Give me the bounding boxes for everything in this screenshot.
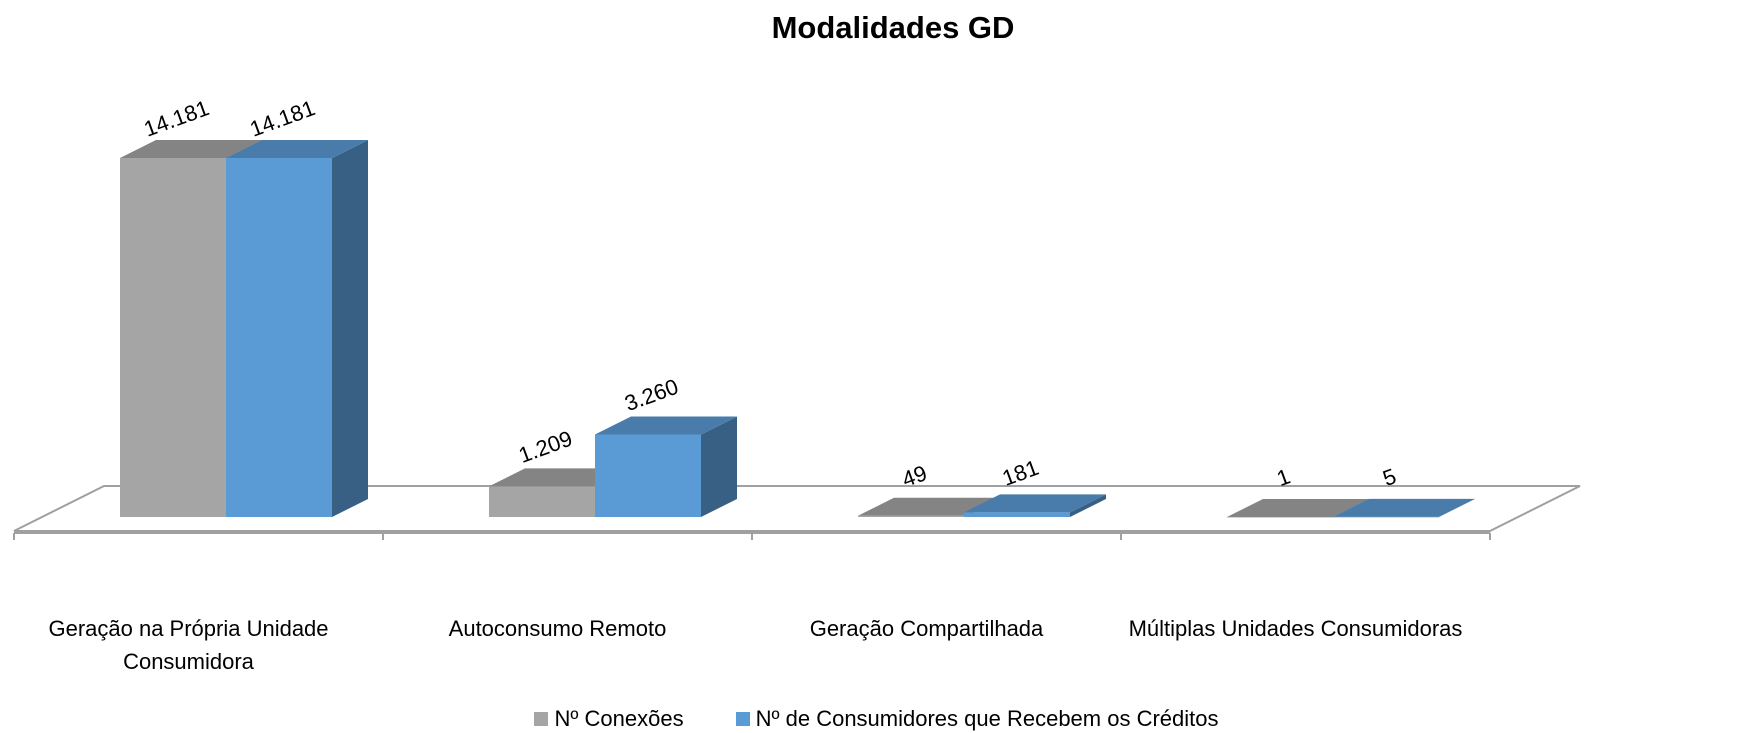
- bar: [1333, 516, 1439, 518]
- bar: [858, 515, 964, 517]
- x-tick-label: Geração na Própria Unidade Consumidora: [48, 616, 329, 674]
- bar: [1227, 516, 1333, 518]
- bar-side: [1439, 498, 1475, 517]
- legend-item: Nº Conexões: [534, 706, 684, 732]
- bar: [120, 158, 226, 517]
- x-tick-label: Autoconsumo Remoto: [448, 616, 667, 641]
- data-label: 3.260: [621, 374, 681, 416]
- bar-side: [1070, 494, 1106, 517]
- bar-side: [332, 140, 368, 517]
- data-label: 14.181: [141, 95, 213, 142]
- bar-top: [858, 497, 1000, 516]
- chart-title: Modalidades GD: [772, 10, 1015, 45]
- bar-top: [1227, 498, 1369, 517]
- x-tick-label: Múltiplas Unidades Consumidoras: [1128, 616, 1463, 641]
- x-tick-label: Geração Compartilhada: [809, 616, 1044, 641]
- legend-label: Nº Conexões: [554, 706, 684, 731]
- data-label: 1.209: [515, 426, 575, 468]
- legend: Nº Conexões Nº de Consumidores que Recebe…: [0, 706, 1753, 732]
- bar-top: [964, 494, 1106, 513]
- bar: [489, 486, 595, 517]
- legend-swatch: [534, 712, 549, 726]
- legend-swatch: [735, 712, 750, 726]
- floor: [13, 485, 1581, 532]
- bar-side: [701, 416, 737, 517]
- legend-label: Nº de Consumidores que Recebem os Crédit…: [755, 706, 1219, 731]
- bar-top: [226, 140, 368, 158]
- bar: [964, 512, 1070, 517]
- bar: [226, 158, 332, 517]
- data-label: 14.181: [247, 95, 319, 142]
- bar-top: [595, 416, 737, 435]
- bar-top: [120, 140, 262, 158]
- bar: [595, 434, 701, 517]
- bar-top: [1333, 498, 1475, 517]
- legend-item: Nº de Consumidores que Recebem os Crédit…: [735, 706, 1219, 732]
